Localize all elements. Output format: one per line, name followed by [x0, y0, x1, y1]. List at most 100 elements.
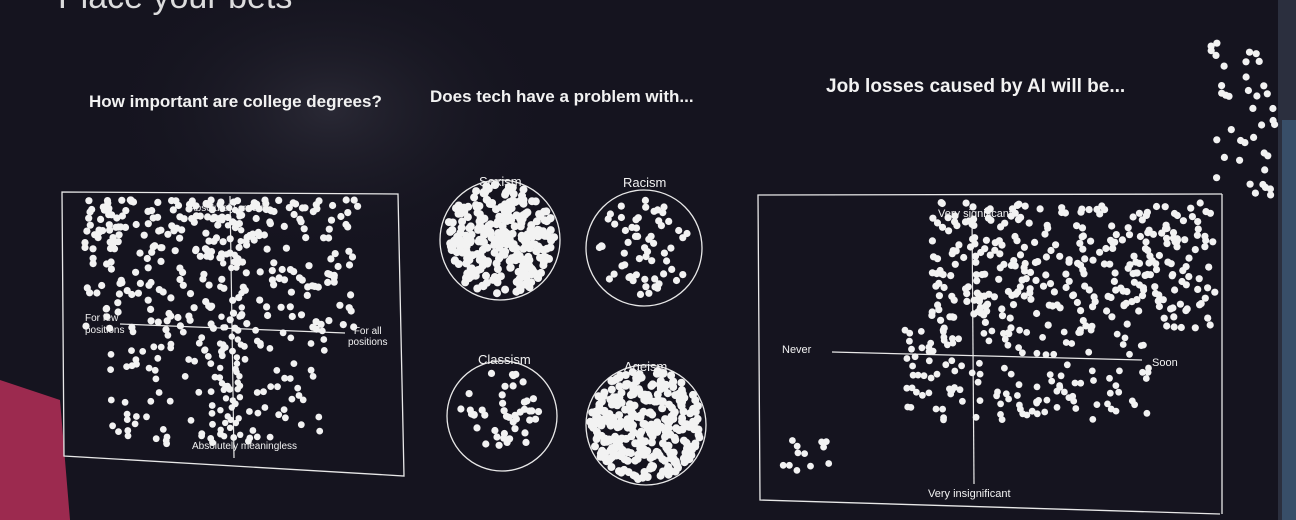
vote-dot [157, 244, 165, 252]
vote-dot [89, 260, 97, 268]
vote-dot [909, 362, 916, 370]
vote-dot [1077, 379, 1085, 387]
vote-dot [1065, 258, 1073, 266]
vote-dot [106, 238, 114, 246]
vote-dot [659, 209, 667, 217]
panel2-chart [439, 179, 707, 486]
vote-dot [95, 226, 103, 234]
vote-dot [629, 277, 637, 285]
vote-dot [287, 288, 295, 296]
vote-dot [123, 410, 131, 418]
vote-dot [1188, 213, 1196, 221]
vote-dot [1001, 364, 1008, 372]
vote-dot [192, 245, 200, 253]
vote-dot [187, 417, 195, 424]
vote-dot [623, 420, 632, 429]
vote-dot [1056, 252, 1064, 260]
vote-dot [162, 326, 170, 334]
vote-dot [275, 196, 283, 204]
vote-dot [264, 311, 272, 320]
vote-dot [1102, 244, 1110, 253]
vote-dot [642, 203, 650, 211]
vote-dot [789, 437, 796, 444]
vote-dot [1077, 307, 1085, 315]
vote-dot [1246, 180, 1254, 188]
vote-dot [490, 273, 499, 281]
vote-dot [634, 232, 642, 240]
vote-dot [181, 373, 189, 380]
vote-dot [971, 252, 980, 260]
vote-dot [268, 276, 276, 284]
vote-dot [686, 409, 695, 418]
vote-dot [1020, 292, 1028, 300]
vote-dot [174, 313, 182, 322]
vote-dot [1033, 398, 1040, 406]
vote-dot [1110, 277, 1118, 285]
vote-dot [151, 366, 159, 374]
vote-dot [448, 218, 457, 227]
vote-dot [217, 426, 224, 433]
vote-dot [1109, 244, 1117, 252]
vote-dot [309, 373, 317, 380]
vote-dot [1043, 221, 1051, 229]
vote-dot [642, 253, 650, 261]
vote-dot [102, 305, 110, 313]
vote-dot [656, 397, 665, 406]
vote-dot [677, 378, 686, 387]
vote-dot [180, 215, 188, 223]
vote-dot [972, 271, 981, 279]
vote-dot [226, 316, 234, 324]
vote-dot [470, 411, 478, 419]
vote-dot [282, 244, 290, 252]
vote-dot [993, 392, 1000, 400]
vote-dot [1036, 205, 1044, 213]
vote-dot [499, 214, 508, 223]
vote-dot [615, 393, 624, 402]
vote-dot [542, 207, 551, 216]
vote-dot [976, 370, 984, 378]
vote-dot [345, 261, 354, 269]
vote-dot [933, 270, 941, 278]
vote-dot [1160, 314, 1168, 322]
vote-dot [243, 320, 251, 328]
vote-dot [820, 443, 827, 451]
vote-dot [179, 328, 187, 336]
vote-dot [1169, 229, 1178, 237]
vote-dot [472, 202, 481, 211]
vote-dot [1056, 304, 1064, 312]
vote-dot [498, 391, 506, 399]
vote-dot [1061, 388, 1068, 396]
vote-dot [199, 275, 207, 283]
vote-dot [123, 363, 130, 370]
vote-dot [972, 413, 980, 421]
vote-dot [963, 297, 971, 305]
vote-dot [628, 368, 637, 377]
vote-dot [929, 214, 937, 222]
vote-dot [472, 187, 481, 196]
vote-dot [621, 381, 630, 390]
vote-dot [1124, 224, 1132, 232]
vote-dot [267, 383, 275, 390]
vote-dot [925, 389, 933, 397]
vote-dot [1033, 349, 1041, 357]
vote-dot [937, 316, 945, 324]
vote-dot [660, 203, 668, 211]
vote-dot [218, 313, 225, 320]
vote-dot [825, 460, 833, 467]
vote-dot [662, 380, 671, 389]
vote-dot [617, 213, 626, 222]
vote-dot [312, 201, 320, 209]
vote-dot [164, 230, 172, 238]
vote-dot [1213, 39, 1221, 47]
vote-dot [1135, 307, 1143, 315]
vote-dot [613, 423, 622, 432]
vote-dot [493, 289, 501, 298]
vote-dot [309, 208, 317, 216]
vote-dot [481, 227, 490, 235]
vote-dot [604, 215, 612, 223]
vote-dot [1177, 323, 1185, 332]
vote-dot [982, 236, 991, 244]
vote-dot [1130, 252, 1138, 260]
vote-dot [932, 405, 940, 413]
vote-dot [947, 390, 955, 398]
